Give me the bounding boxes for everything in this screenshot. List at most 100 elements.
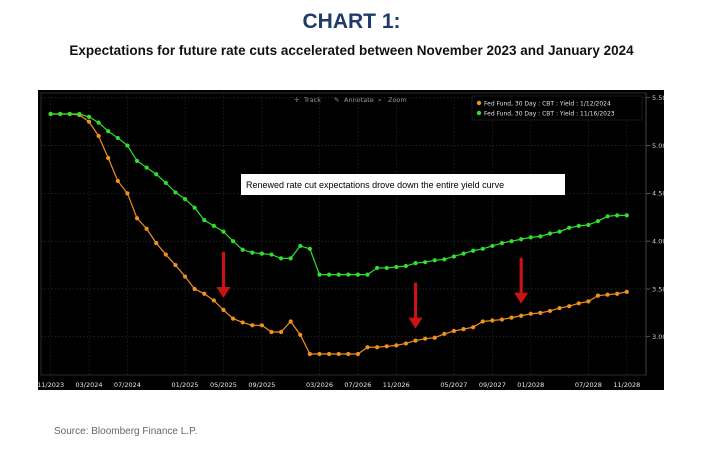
data-point: [163, 180, 168, 185]
data-point: [125, 191, 130, 196]
data-point: [144, 226, 149, 231]
data-point: [298, 243, 303, 249]
data-point: [230, 239, 236, 244]
data-point: [240, 320, 245, 325]
data-point: [250, 323, 255, 328]
y-tick-label: 4.50: [652, 190, 664, 198]
data-point: [336, 351, 341, 357]
data-point: [221, 307, 226, 313]
track-icon[interactable]: ✛: [294, 96, 299, 104]
legend-box: [471, 95, 643, 121]
data-point: [547, 308, 553, 314]
data-point: [288, 256, 293, 261]
data-point: [394, 264, 399, 270]
series-layer: [48, 111, 629, 357]
data-point: [278, 256, 284, 261]
data-point: [240, 247, 245, 252]
data-point: [538, 310, 543, 315]
bloomberg-chart: ✛ Track ✎ Annotate ⌕ Zoom Fed Fund, 30 D…: [38, 90, 664, 390]
data-point: [163, 252, 168, 257]
data-point: [490, 318, 495, 323]
data-point: [499, 240, 505, 246]
data-point: [269, 252, 274, 257]
data-point: [567, 304, 572, 309]
data-point: [250, 250, 255, 255]
data-point: [576, 223, 581, 228]
y-tick-label: 5.50: [652, 94, 664, 102]
legend-label-green: Fed Fund, 30 Day : CBT : Yield : 11/16/2…: [484, 111, 615, 118]
x-tick-label: 01/2028: [517, 381, 544, 389]
data-point: [86, 114, 92, 119]
data-point: [336, 272, 341, 277]
data-point: [67, 111, 72, 117]
down-arrow-icon: [408, 282, 423, 329]
data-point: [432, 335, 437, 340]
data-point: [547, 231, 553, 236]
data-point: [442, 257, 447, 262]
x-tick-label: 05/2027: [440, 381, 467, 389]
data-point: [461, 251, 466, 256]
data-point: [298, 332, 303, 337]
data-point: [586, 299, 591, 304]
legend-marker-orange: [476, 100, 482, 106]
x-tick-label: 11/2023: [38, 381, 64, 389]
x-tick-label: 07/2024: [114, 381, 141, 389]
data-point: [115, 135, 120, 141]
data-point: [595, 293, 601, 298]
annotate-icon[interactable]: ✎: [334, 96, 339, 104]
data-point: [77, 111, 82, 117]
x-tick-label: 07/2026: [344, 381, 371, 389]
data-point: [134, 216, 140, 221]
data-point: [509, 315, 514, 320]
data-point: [471, 325, 476, 330]
data-point: [346, 351, 351, 357]
chart-subtitle: Expectations for future rate cuts accele…: [69, 43, 634, 58]
data-point: [365, 345, 370, 350]
x-tick-label: 03/2026: [306, 381, 333, 389]
data-point: [154, 240, 159, 246]
y-tick-label: 3.50: [652, 285, 664, 293]
data-point: [182, 197, 188, 202]
data-point: [346, 272, 351, 277]
data-point: [528, 235, 533, 240]
data-point: [307, 246, 312, 251]
data-point: [451, 254, 457, 259]
x-tick-label: 03/2024: [76, 381, 103, 389]
data-point: [144, 165, 149, 170]
source-note: Source: Bloomberg Finance L.P.: [54, 426, 198, 437]
annotation-callout: Renewed rate cut expectations drove down…: [241, 174, 565, 195]
data-point: [403, 341, 409, 346]
data-point: [375, 345, 380, 350]
zoom-icon[interactable]: ⌕: [378, 96, 382, 104]
data-point: [451, 328, 457, 334]
arrow-head: [408, 317, 423, 329]
y-axis: 5.50 5.00 4.50 4.00 3.50 3.00: [645, 93, 664, 375]
data-point: [615, 213, 620, 218]
data-point: [375, 265, 380, 271]
data-point: [259, 323, 264, 328]
track-button[interactable]: Track: [303, 96, 321, 104]
annotate-button[interactable]: Annotate: [344, 96, 374, 104]
data-point: [230, 316, 236, 321]
down-arrow-icon: [514, 257, 529, 304]
data-point: [355, 272, 361, 277]
chart-toolbar[interactable]: ✛ Track ✎ Annotate ⌕ Zoom: [294, 96, 407, 104]
data-point: [173, 262, 178, 268]
y-tick-label: 4.00: [652, 237, 664, 245]
data-point: [480, 246, 485, 251]
data-point: [134, 158, 140, 163]
gridlines: [41, 93, 646, 375]
y-tick-label: 5.00: [652, 142, 664, 150]
arrow-head: [514, 292, 529, 304]
data-point: [605, 292, 610, 297]
x-tick-label: 07/2028: [575, 381, 602, 389]
zoom-button[interactable]: Zoom: [388, 96, 407, 104]
x-tick-label: 09/2025: [248, 381, 275, 389]
data-point: [326, 351, 332, 357]
data-point: [96, 133, 101, 139]
legend: Fed Fund, 30 Day : CBT : Yield : 1/12/20…: [471, 95, 643, 121]
data-point: [96, 120, 101, 125]
data-point: [442, 331, 447, 336]
data-point: [384, 265, 389, 271]
data-point: [221, 229, 226, 234]
